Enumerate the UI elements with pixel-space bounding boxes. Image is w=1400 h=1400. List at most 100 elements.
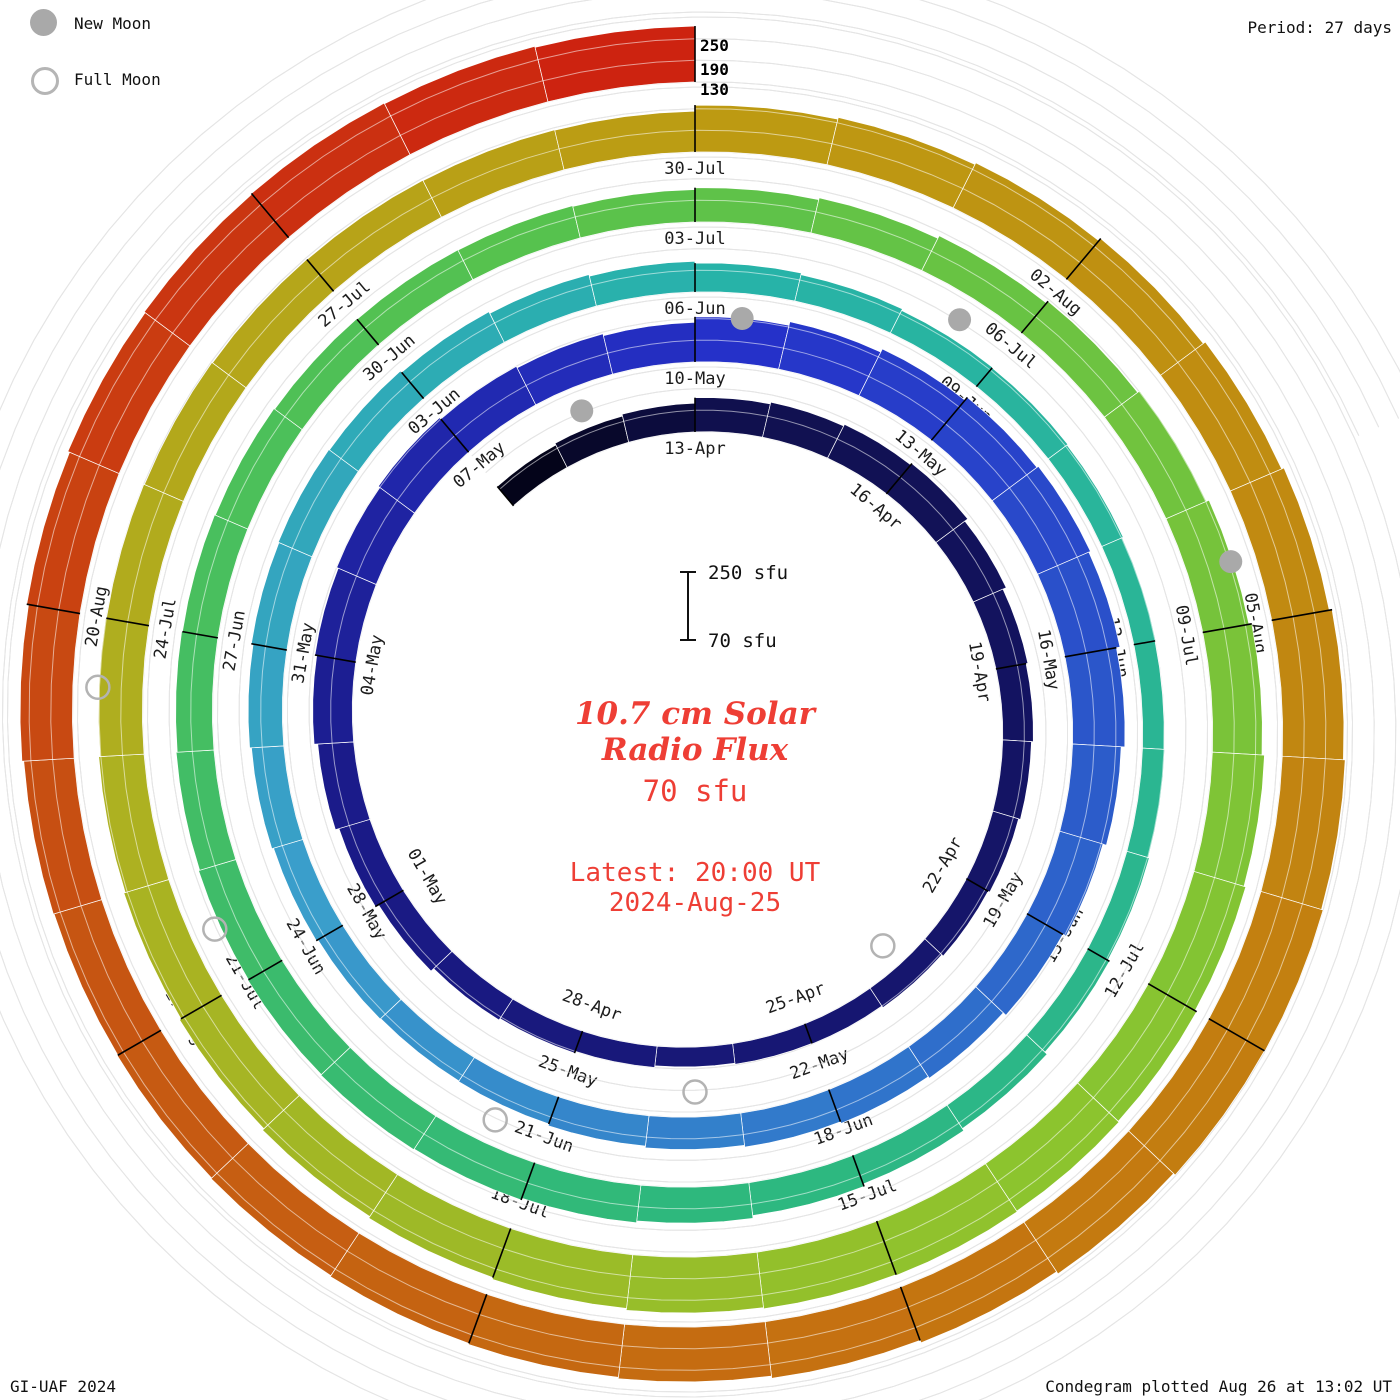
flux-bar [312,654,357,745]
tick-mark [1065,237,1102,280]
tick-mark [314,654,356,663]
flux-bar [869,938,943,1009]
date-label: 27-Jun [219,609,249,673]
tick-mark [374,889,404,908]
tick-mark [440,418,470,453]
date-label: 19-Apr [964,640,994,704]
full-moon-marker [682,1079,708,1105]
date-label: 03-Jul [664,229,725,249]
date-label: 09-Jul [1171,603,1201,667]
flux-bar [317,741,371,831]
flux-bar [433,950,514,1021]
date-label: 16-May [1033,628,1063,692]
flux-bar [694,187,820,234]
flux-bar [380,998,475,1082]
tick-mark [995,662,1027,670]
tick-mark [930,396,968,441]
flux-bar [534,25,696,103]
tick-mark [117,1029,162,1056]
flux-bar [1133,640,1165,750]
tick-mark [547,1096,560,1125]
gridline-overlay [1,11,1360,1398]
flux-bar [625,1251,764,1314]
flux-bar [554,415,630,468]
tick-mark [356,318,380,346]
tick-mark [1087,947,1110,962]
full-moon-marker [85,674,111,700]
tick-mark [251,642,287,651]
date-label: 24-Jul [150,597,180,661]
tick-mark [975,367,993,388]
flux-bar [98,753,170,894]
flux-bar [489,274,597,343]
flux-bar [175,749,237,871]
tick-mark [315,924,344,942]
flux-bar [810,197,939,272]
date-label: 13-Apr [664,439,725,459]
tick-mark [828,1089,842,1123]
flux-bar [617,1321,772,1383]
tick-mark [851,1155,865,1187]
new-moon-marker [570,399,594,423]
new-moon-marker [730,306,754,330]
tick-mark [1271,608,1333,622]
tick-mark [1133,640,1156,646]
flux-bar [644,1112,745,1150]
flux-bar [317,924,402,1020]
tick-mark [496,485,515,507]
flux-bar [457,205,581,281]
date-label: 06-Jun [664,299,725,319]
tick-mark [1208,1017,1265,1052]
tick-mark [1147,982,1198,1013]
tick-mark [250,192,290,239]
tick-mark [400,371,425,400]
tick-mark [1020,300,1049,334]
tick-mark [965,877,989,892]
date-label: 28-Apr [559,986,624,1026]
flux-bar [694,262,802,302]
tick-mark [875,1220,897,1275]
flux-bar [992,739,1032,820]
date-label: 10-May [664,369,725,389]
tick-mark [26,603,81,615]
tick-mark [248,959,283,981]
tick-mark [573,1030,584,1054]
tick-mark [520,1162,536,1201]
flux-bar [98,617,150,757]
date-label: 22-Apr [919,834,967,897]
tick-mark [899,1286,921,1341]
flux-bar [19,604,81,762]
date-label: 01-May [403,845,451,908]
flux-bar [694,104,839,166]
tick-mark [306,258,335,292]
flux-bar [621,402,696,443]
flux-bar [277,448,359,558]
date-label: 25-Apr [763,979,828,1019]
flux-bar [794,274,903,334]
flux-bar [636,1182,754,1224]
flux-bar [198,859,283,981]
tick-mark [492,1228,512,1278]
flux-bar [694,397,771,438]
tick-mark [1202,623,1252,634]
tick-mark [468,1293,488,1344]
new-moon-marker [948,308,972,332]
full-moon-marker [870,933,896,959]
flux-bar [175,631,219,753]
date-label: 04-May [357,633,387,697]
tick-mark [106,617,150,627]
tick-mark [1064,646,1117,658]
tick-mark [180,994,222,1020]
tick-mark [885,462,913,495]
new-moon-marker [1219,550,1243,574]
tick-mark [182,630,219,639]
flux-bar [251,745,304,850]
flux-bar [732,1023,813,1065]
full-moon-marker [482,1107,508,1133]
full-moon-marker [202,916,228,942]
flux-bar [247,643,288,749]
